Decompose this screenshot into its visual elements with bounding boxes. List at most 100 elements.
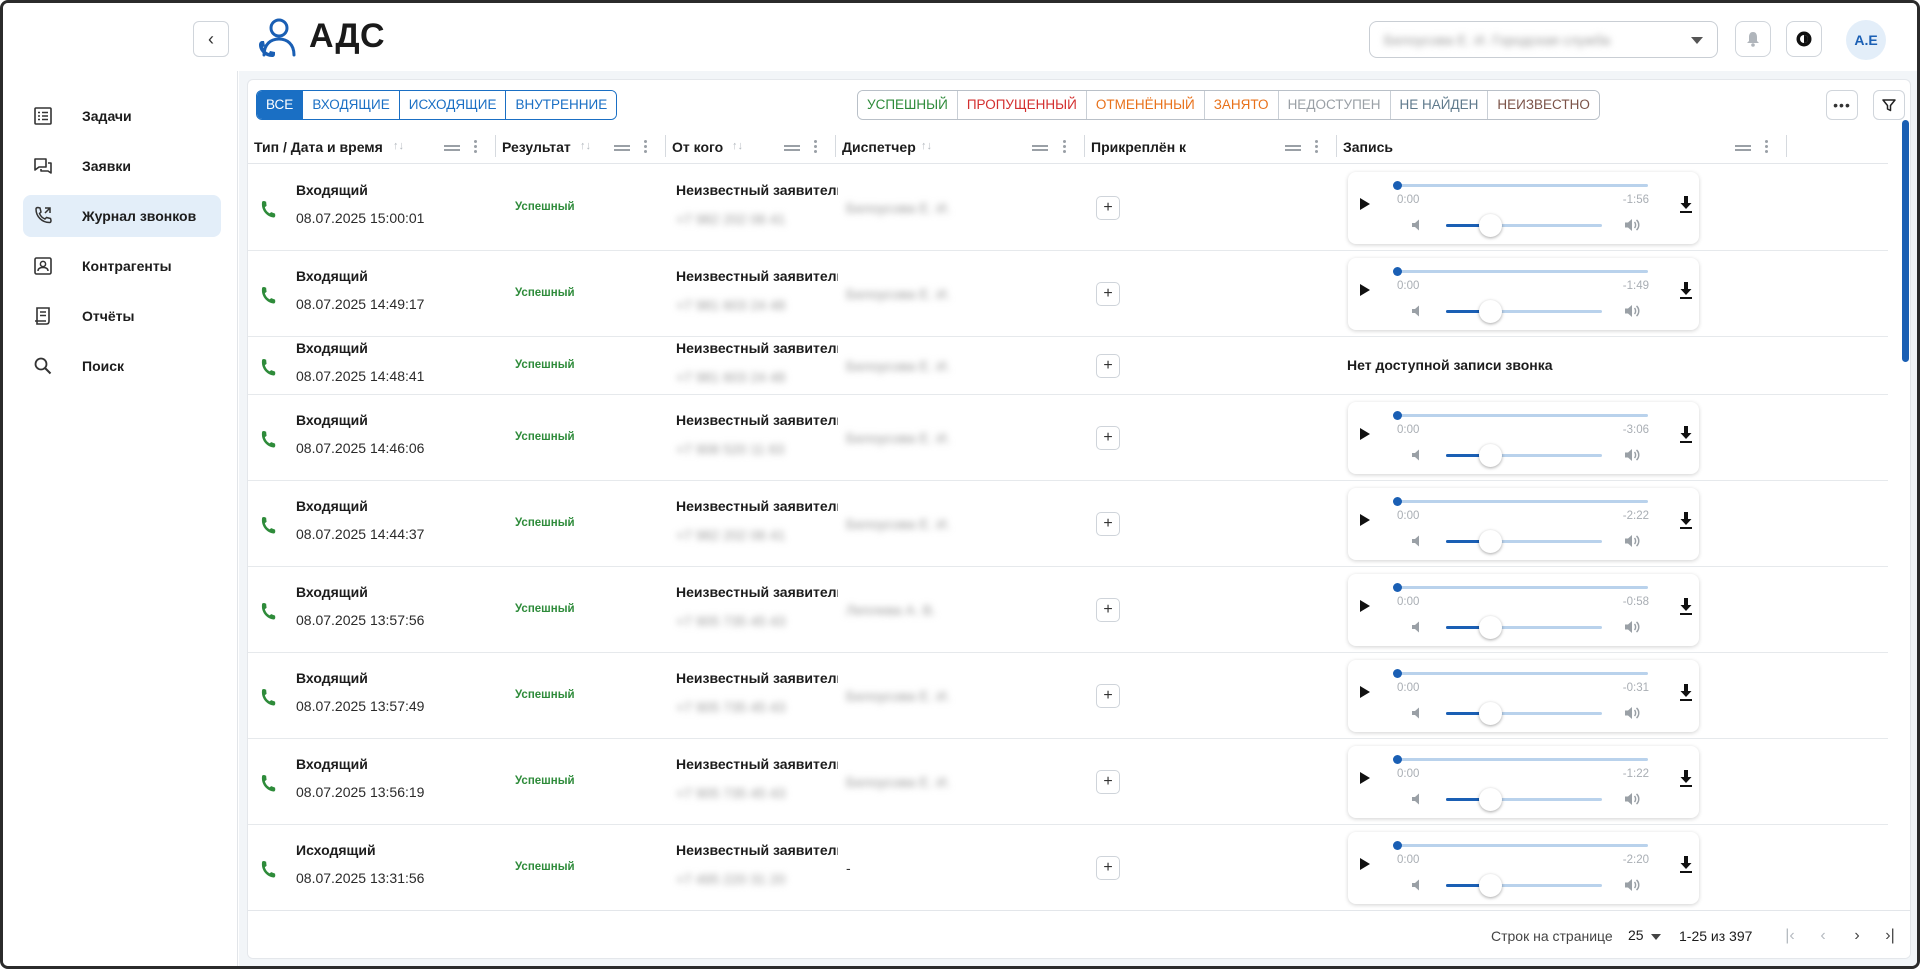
- playback-progress-track[interactable]: [1396, 586, 1648, 589]
- filter-internal-button[interactable]: ВНУТРЕННИЕ: [506, 91, 617, 119]
- playback-progress-track[interactable]: [1396, 184, 1648, 187]
- attach-add-button[interactable]: +: [1096, 598, 1120, 622]
- volume-slider-handle[interactable]: [1479, 214, 1502, 237]
- play-icon[interactable]: [1360, 600, 1370, 612]
- playback-progress-track[interactable]: [1396, 844, 1648, 847]
- volume-mute-icon[interactable]: [1411, 218, 1427, 232]
- volume-slider-track[interactable]: [1446, 454, 1602, 457]
- download-icon[interactable]: [1678, 424, 1694, 444]
- first-page-icon[interactable]: |‹: [1785, 927, 1795, 944]
- volume-mute-icon[interactable]: [1411, 534, 1427, 548]
- status-busy-button[interactable]: ЗАНЯТО: [1204, 91, 1279, 119]
- column-menu-icon[interactable]: [474, 140, 478, 154]
- volume-slider-track[interactable]: [1446, 798, 1602, 801]
- vertical-scrollbar[interactable]: [1902, 120, 1909, 362]
- table-row[interactable]: Входящий 08.07.2025 14:48:41 Успешный Неизв…: [248, 337, 1888, 395]
- column-separator[interactable]: [1786, 135, 1787, 157]
- filter-incoming-button[interactable]: ВХОДЯЩИЕ: [303, 91, 400, 119]
- volume-slider-handle[interactable]: [1479, 444, 1502, 467]
- volume-up-icon[interactable]: [1624, 303, 1642, 319]
- play-icon[interactable]: [1360, 514, 1370, 526]
- sidebar-item-call-log[interactable]: Журнал звонков: [23, 195, 221, 237]
- volume-mute-icon[interactable]: [1411, 448, 1427, 462]
- download-icon[interactable]: [1678, 194, 1694, 214]
- volume-slider-track[interactable]: [1446, 712, 1602, 715]
- attach-add-button[interactable]: +: [1096, 770, 1120, 794]
- rows-per-page-select[interactable]: 25: [1628, 927, 1644, 943]
- volume-slider-handle[interactable]: [1479, 300, 1502, 323]
- attach-add-button[interactable]: +: [1096, 684, 1120, 708]
- play-icon[interactable]: [1360, 284, 1370, 296]
- download-icon[interactable]: [1678, 510, 1694, 530]
- drag-handle-icon[interactable]: [784, 145, 800, 151]
- playback-progress-track[interactable]: [1396, 500, 1648, 503]
- column-header-from[interactable]: От кого ↑↓: [666, 128, 836, 164]
- column-header-result[interactable]: Результат ↑↓: [496, 128, 666, 164]
- table-row[interactable]: Входящий 08.07.2025 14:44:37 Успешный Неизв…: [248, 481, 1888, 567]
- next-page-icon[interactable]: ›: [1854, 927, 1860, 944]
- table-row[interactable]: Входящий 08.07.2025 13:57:56 Успешный Неизв…: [248, 567, 1888, 653]
- volume-mute-icon[interactable]: [1411, 620, 1427, 634]
- drag-handle-icon[interactable]: [1735, 145, 1751, 151]
- table-row[interactable]: Входящий 08.07.2025 14:49:17 Успешный Неизв…: [248, 251, 1888, 337]
- sidebar-item-search[interactable]: Поиск: [23, 345, 221, 387]
- volume-mute-icon[interactable]: [1411, 706, 1427, 720]
- column-menu-icon[interactable]: [644, 140, 648, 154]
- more-options-button[interactable]: •••: [1826, 90, 1858, 120]
- table-row[interactable]: Входящий 08.07.2025 15:00:01 Успешный Неизв…: [248, 165, 1888, 251]
- status-unavailable-button[interactable]: НЕДОСТУПЕН: [1278, 91, 1391, 119]
- table-row[interactable]: Входящий 08.07.2025 14:46:06 Успешный Неизв…: [248, 395, 1888, 481]
- column-separator[interactable]: [495, 135, 496, 157]
- download-icon[interactable]: [1678, 280, 1694, 300]
- attach-add-button[interactable]: +: [1096, 282, 1120, 306]
- table-row[interactable]: Входящий 08.07.2025 13:56:19 Успешный Неизв…: [248, 739, 1888, 825]
- drag-handle-icon[interactable]: [1032, 145, 1048, 151]
- notifications-button[interactable]: [1735, 21, 1771, 57]
- play-icon[interactable]: [1360, 428, 1370, 440]
- filter-outgoing-button[interactable]: ИСХОДЯЩИЕ: [399, 91, 507, 119]
- filter-all-button[interactable]: ВСЕ: [257, 91, 304, 119]
- volume-up-icon[interactable]: [1624, 705, 1642, 721]
- drag-handle-icon[interactable]: [444, 145, 460, 151]
- playback-progress-handle[interactable]: [1393, 181, 1402, 190]
- attach-add-button[interactable]: +: [1096, 856, 1120, 880]
- collapse-sidebar-button[interactable]: ‹: [193, 21, 229, 57]
- status-not-found-button[interactable]: НЕ НАЙДЕН: [1390, 91, 1489, 119]
- playback-progress-handle[interactable]: [1393, 755, 1402, 764]
- playback-progress-handle[interactable]: [1393, 669, 1402, 678]
- download-icon[interactable]: [1678, 682, 1694, 702]
- download-icon[interactable]: [1678, 596, 1694, 616]
- filter-button[interactable]: [1873, 90, 1905, 120]
- playback-progress-track[interactable]: [1396, 270, 1648, 273]
- playback-progress-handle[interactable]: [1393, 411, 1402, 420]
- prev-page-icon[interactable]: ‹: [1820, 927, 1826, 944]
- volume-slider-track[interactable]: [1446, 540, 1602, 543]
- play-icon[interactable]: [1360, 858, 1370, 870]
- column-menu-icon[interactable]: [1063, 140, 1067, 154]
- volume-mute-icon[interactable]: [1411, 878, 1427, 892]
- drag-handle-icon[interactable]: [614, 145, 630, 151]
- column-separator[interactable]: [835, 135, 836, 157]
- attach-add-button[interactable]: +: [1096, 196, 1120, 220]
- play-icon[interactable]: [1360, 772, 1370, 784]
- playback-progress-handle[interactable]: [1393, 583, 1402, 592]
- volume-mute-icon[interactable]: [1411, 792, 1427, 806]
- table-row[interactable]: Исходящий 08.07.2025 13:31:56 Успешный Неиз…: [248, 825, 1888, 910]
- theme-toggle-button[interactable]: [1786, 21, 1822, 57]
- download-icon[interactable]: [1678, 854, 1694, 874]
- attach-add-button[interactable]: +: [1096, 354, 1120, 378]
- volume-slider-track[interactable]: [1446, 224, 1602, 227]
- drag-handle-icon[interactable]: [1285, 145, 1301, 151]
- table-row[interactable]: Входящий 08.07.2025 13:57:49 Успешный Неизв…: [248, 653, 1888, 739]
- volume-slider-handle[interactable]: [1479, 874, 1502, 897]
- volume-slider-track[interactable]: [1446, 310, 1602, 313]
- column-header-attached[interactable]: Прикреплён к: [1085, 128, 1337, 164]
- last-page-icon[interactable]: ›|: [1885, 927, 1895, 944]
- playback-progress-track[interactable]: [1396, 758, 1648, 761]
- column-separator[interactable]: [665, 135, 666, 157]
- play-icon[interactable]: [1360, 686, 1370, 698]
- download-icon[interactable]: [1678, 768, 1694, 788]
- volume-up-icon[interactable]: [1624, 533, 1642, 549]
- volume-slider-handle[interactable]: [1479, 788, 1502, 811]
- status-success-button[interactable]: УСПЕШНЫЙ: [858, 91, 958, 119]
